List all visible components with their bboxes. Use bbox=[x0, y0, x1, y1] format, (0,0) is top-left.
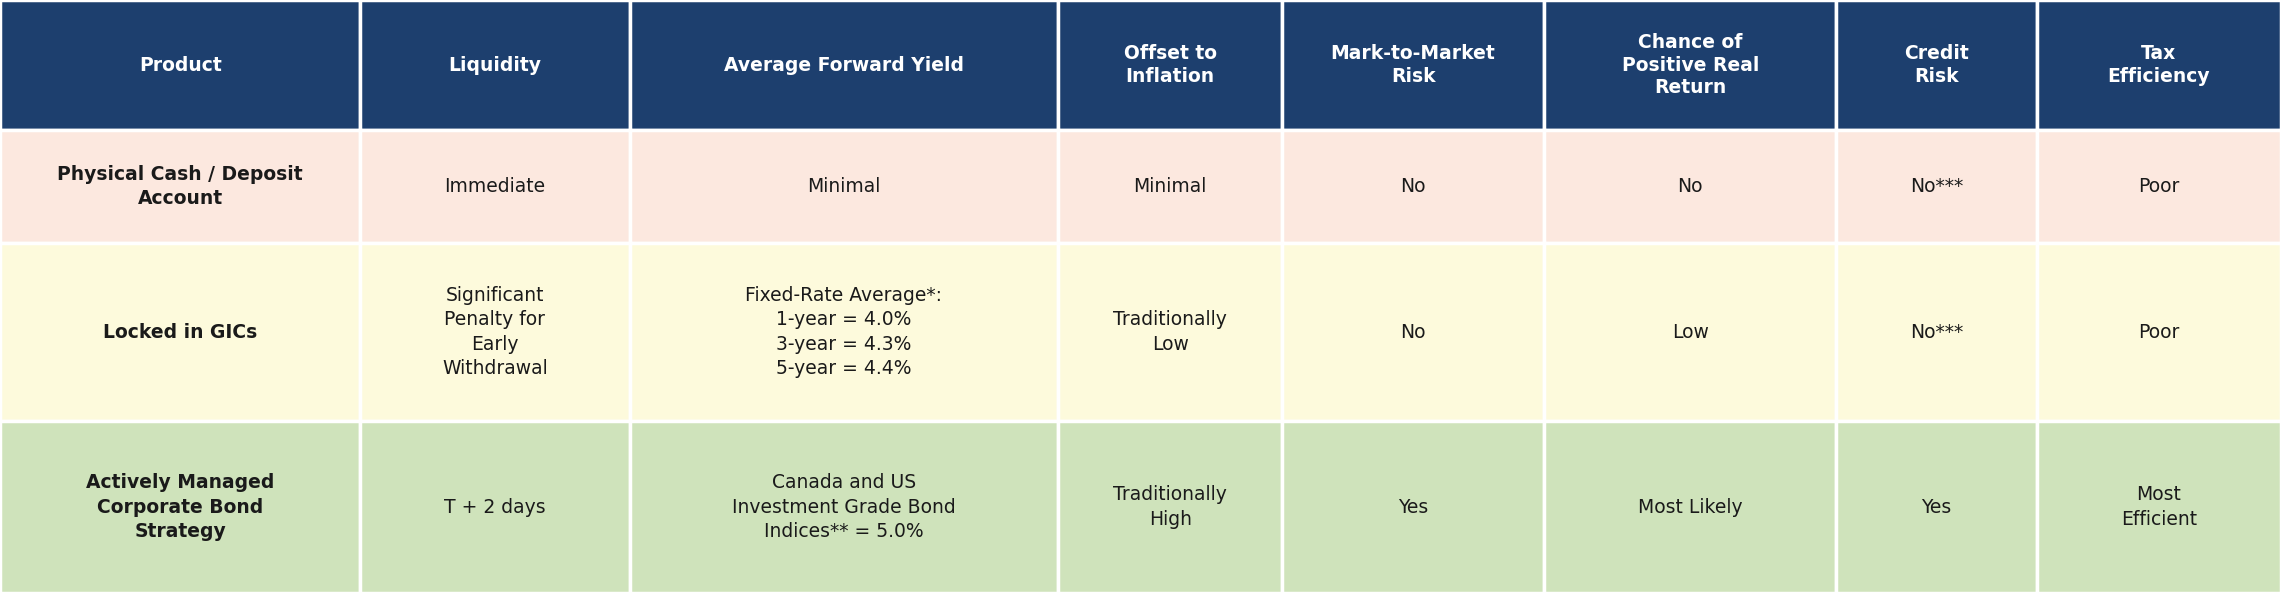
Bar bbox=[360, 0, 630, 130]
Bar bbox=[1836, 243, 2037, 421]
Text: No***: No*** bbox=[1909, 323, 1964, 342]
Bar bbox=[1058, 0, 1282, 130]
Bar bbox=[0, 0, 360, 130]
Bar bbox=[2037, 130, 2281, 243]
Bar bbox=[2037, 421, 2281, 593]
Text: Offset to
Inflation: Offset to Inflation bbox=[1125, 44, 1216, 86]
Bar bbox=[0, 243, 360, 421]
Bar bbox=[0, 421, 360, 593]
Text: Immediate: Immediate bbox=[445, 177, 545, 196]
Bar bbox=[630, 421, 1058, 593]
Text: Traditionally
Low: Traditionally Low bbox=[1113, 311, 1227, 353]
Text: Credit
Risk: Credit Risk bbox=[1905, 44, 1969, 86]
Text: Low: Low bbox=[1672, 323, 1708, 342]
Text: Poor: Poor bbox=[2137, 177, 2181, 196]
Text: Average Forward Yield: Average Forward Yield bbox=[723, 56, 965, 75]
Text: Yes: Yes bbox=[1921, 498, 1953, 517]
Bar bbox=[1282, 0, 1544, 130]
Text: Mark-to-Market
Risk: Mark-to-Market Risk bbox=[1330, 44, 1496, 86]
Text: Canada and US
Investment Grade Bond
Indices** = 5.0%: Canada and US Investment Grade Bond Indi… bbox=[732, 473, 956, 541]
Bar bbox=[1836, 130, 2037, 243]
Text: Physical Cash / Deposit
Account: Physical Cash / Deposit Account bbox=[57, 165, 303, 208]
Text: No: No bbox=[1401, 323, 1426, 342]
Bar bbox=[2037, 243, 2281, 421]
Bar bbox=[630, 0, 1058, 130]
Bar bbox=[1058, 130, 1282, 243]
Text: Tax
Efficiency: Tax Efficiency bbox=[2108, 44, 2210, 86]
Text: Liquidity: Liquidity bbox=[449, 56, 541, 75]
Text: Significant
Penalty for
Early
Withdrawal: Significant Penalty for Early Withdrawal bbox=[443, 286, 547, 378]
Text: Actively Managed
Corporate Bond
Strategy: Actively Managed Corporate Bond Strategy bbox=[87, 473, 274, 541]
Text: No: No bbox=[1401, 177, 1426, 196]
Text: No***: No*** bbox=[1909, 177, 1964, 196]
Bar bbox=[1544, 0, 1836, 130]
Bar bbox=[1544, 421, 1836, 593]
Bar bbox=[0, 130, 360, 243]
Text: Fixed-Rate Average*:
1-year = 4.0%
3-year = 4.3%
5-year = 4.4%: Fixed-Rate Average*: 1-year = 4.0% 3-yea… bbox=[746, 286, 942, 378]
Bar bbox=[1282, 421, 1544, 593]
Text: Locked in GICs: Locked in GICs bbox=[103, 323, 258, 342]
Text: Minimal: Minimal bbox=[1134, 177, 1207, 196]
Bar bbox=[360, 243, 630, 421]
Bar bbox=[1544, 130, 1836, 243]
Bar bbox=[630, 243, 1058, 421]
Text: Most
Efficient: Most Efficient bbox=[2121, 486, 2197, 528]
Text: Product: Product bbox=[139, 56, 221, 75]
Bar bbox=[1836, 421, 2037, 593]
Bar bbox=[1282, 243, 1544, 421]
Bar bbox=[1544, 243, 1836, 421]
Bar bbox=[630, 130, 1058, 243]
Text: No: No bbox=[1677, 177, 1704, 196]
Text: Poor: Poor bbox=[2137, 323, 2181, 342]
Text: Chance of
Positive Real
Return: Chance of Positive Real Return bbox=[1622, 33, 1759, 97]
Text: Yes: Yes bbox=[1398, 498, 1428, 517]
Text: T + 2 days: T + 2 days bbox=[445, 498, 545, 517]
Text: Minimal: Minimal bbox=[807, 177, 880, 196]
Text: Most Likely: Most Likely bbox=[1638, 498, 1743, 517]
Bar bbox=[1058, 421, 1282, 593]
Bar bbox=[1282, 130, 1544, 243]
Bar bbox=[1836, 0, 2037, 130]
Text: Traditionally
High: Traditionally High bbox=[1113, 486, 1227, 528]
Bar bbox=[2037, 0, 2281, 130]
Bar bbox=[1058, 243, 1282, 421]
Bar bbox=[360, 130, 630, 243]
Bar bbox=[360, 421, 630, 593]
